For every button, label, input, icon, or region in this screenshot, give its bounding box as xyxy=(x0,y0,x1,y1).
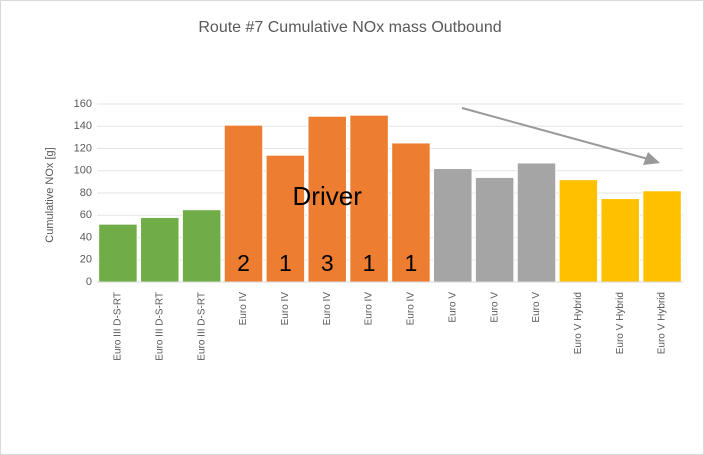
bar xyxy=(140,216,180,283)
bar xyxy=(516,162,557,283)
x-tick-label: Euro V xyxy=(531,292,542,323)
bar xyxy=(600,198,640,283)
trend-arrow xyxy=(461,107,649,160)
driver-count: 1 xyxy=(363,250,376,276)
x-tick-label: Euro IV xyxy=(322,292,333,326)
x-tick-label: Euro V xyxy=(447,292,458,323)
x-tick-label: Euro IV xyxy=(406,292,417,326)
driver-count: 3 xyxy=(321,250,334,276)
y-tick-label: 20 xyxy=(80,254,92,266)
chart-title: Route #7 Cumulative NOx mass Outbound xyxy=(198,19,501,36)
driver-count: 1 xyxy=(405,250,418,276)
x-tick-label: Euro III D-S-RT xyxy=(196,292,207,361)
bar xyxy=(433,168,473,283)
y-tick-label: 60 xyxy=(80,209,92,221)
x-tick-label: Euro V Hybrid xyxy=(615,292,626,354)
x-tick-label: Euro III D-S-RT xyxy=(113,292,124,361)
x-tick-label: Euro V Hybrid xyxy=(657,292,668,354)
bar xyxy=(181,209,222,283)
y-tick-label: 100 xyxy=(74,165,92,177)
y-tick-label: 120 xyxy=(74,142,92,154)
driver-count: 2 xyxy=(237,250,250,276)
x-tick-label: Euro IV xyxy=(364,292,375,326)
y-tick-label: 0 xyxy=(86,276,92,288)
x-tick-label: Euro IV xyxy=(280,292,291,326)
y-tick-label: 160 xyxy=(74,98,92,110)
y-axis-label: Cumulative NOx [g] xyxy=(44,147,56,242)
bar xyxy=(558,179,599,283)
x-tick-label: Euro III D-S-RT xyxy=(154,292,165,361)
x-tick-label: Euro V Hybrid xyxy=(573,292,584,354)
y-tick-label: 40 xyxy=(80,231,92,243)
x-tick-label: Euro V xyxy=(489,292,500,323)
trend-arrow-head xyxy=(643,152,660,165)
bar xyxy=(474,176,515,283)
bar xyxy=(98,223,138,283)
x-tick-label: Euro IV xyxy=(238,292,249,326)
driver-count: 1 xyxy=(279,250,292,276)
bar xyxy=(642,190,682,283)
bar xyxy=(391,142,431,283)
y-tick-label: 80 xyxy=(80,187,92,199)
y-tick-label: 140 xyxy=(74,120,92,132)
annotation-label: Driver xyxy=(293,181,363,211)
